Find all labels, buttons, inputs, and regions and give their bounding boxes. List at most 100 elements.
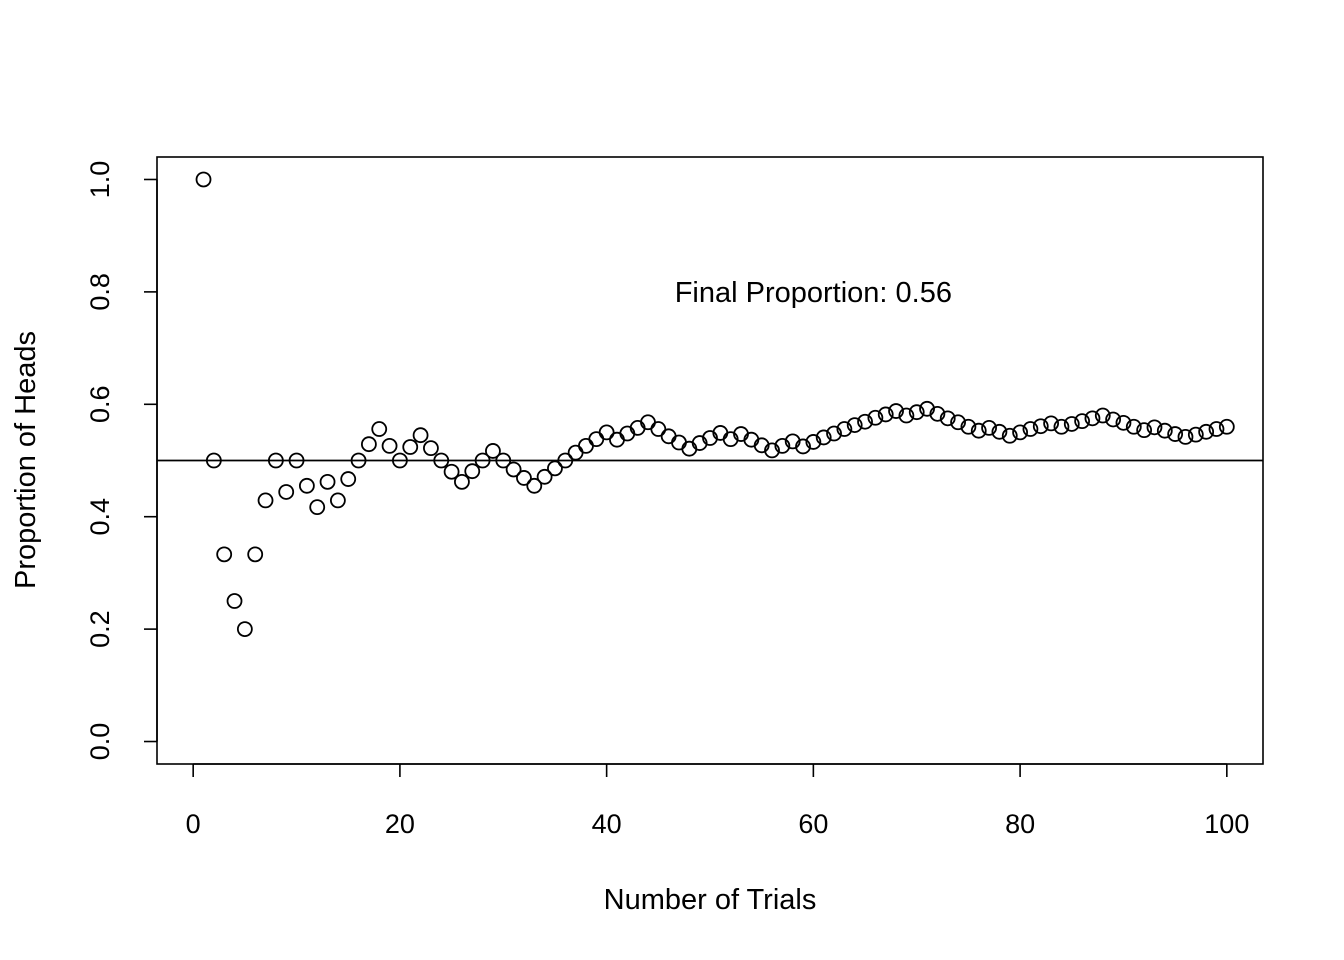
data-point bbox=[495, 452, 512, 469]
data-point bbox=[350, 452, 367, 469]
data-point bbox=[236, 621, 253, 638]
data-point bbox=[1208, 421, 1225, 437]
y-axis: 0.0 0.2 0.4 0.6 0.8 1.0 bbox=[85, 161, 158, 761]
data-point bbox=[267, 452, 284, 469]
data-point bbox=[443, 463, 460, 480]
data-point bbox=[216, 546, 233, 563]
data-point bbox=[929, 405, 946, 422]
x-tick-label: 60 bbox=[798, 809, 828, 839]
x-tick-label: 40 bbox=[592, 809, 622, 839]
data-point bbox=[247, 546, 264, 563]
data-point bbox=[660, 428, 677, 445]
data-point bbox=[526, 477, 543, 494]
data-point bbox=[505, 461, 522, 478]
data-point bbox=[298, 477, 315, 494]
data-point bbox=[908, 404, 925, 421]
data-point bbox=[1115, 414, 1132, 431]
data-point bbox=[1022, 421, 1039, 437]
data-point bbox=[1001, 427, 1018, 444]
data-point bbox=[1167, 426, 1184, 442]
data-point bbox=[1187, 426, 1204, 443]
data-point bbox=[567, 444, 584, 461]
data-point bbox=[950, 414, 966, 431]
data-point bbox=[485, 443, 501, 459]
x-tick-label: 0 bbox=[186, 809, 201, 839]
data-point bbox=[898, 407, 915, 424]
data-point bbox=[826, 425, 842, 442]
data-point bbox=[867, 409, 884, 426]
data-point bbox=[722, 431, 739, 448]
data-point bbox=[205, 452, 222, 469]
data-point bbox=[1136, 422, 1153, 439]
data-point bbox=[1177, 428, 1194, 445]
data-point bbox=[557, 452, 574, 469]
data-point bbox=[454, 473, 470, 490]
x-tick-label: 80 bbox=[1005, 809, 1035, 839]
data-point bbox=[836, 421, 853, 437]
data-point bbox=[402, 439, 419, 455]
data-point bbox=[412, 427, 429, 444]
y-tick-label: 0.2 bbox=[85, 610, 115, 648]
data-point bbox=[1218, 418, 1235, 435]
data-point bbox=[702, 430, 718, 446]
data-point bbox=[764, 442, 780, 459]
data-point bbox=[784, 433, 801, 450]
data-point bbox=[671, 434, 687, 451]
data-point bbox=[919, 400, 935, 417]
data-point bbox=[1156, 422, 1173, 439]
data-point bbox=[226, 593, 243, 609]
data-point bbox=[1043, 415, 1060, 432]
data-point bbox=[278, 484, 295, 500]
data-point bbox=[516, 470, 532, 486]
data-point bbox=[319, 473, 336, 490]
data-point bbox=[464, 463, 481, 480]
x-axis-label: Number of Trials bbox=[604, 884, 817, 916]
data-point bbox=[1094, 407, 1111, 424]
data-point bbox=[795, 438, 811, 455]
data-point bbox=[360, 436, 377, 453]
data-point bbox=[1053, 418, 1070, 435]
data-point bbox=[1032, 418, 1049, 435]
data-point bbox=[981, 420, 997, 436]
data-point bbox=[536, 468, 553, 485]
data-point bbox=[960, 418, 977, 435]
data-point bbox=[329, 492, 346, 509]
data-point bbox=[588, 431, 605, 448]
data-point bbox=[991, 423, 1008, 440]
data-point bbox=[1074, 413, 1091, 430]
data-point bbox=[288, 452, 305, 469]
y-tick-label: 0.4 bbox=[85, 498, 115, 536]
data-point bbox=[309, 499, 326, 516]
data-point bbox=[650, 421, 667, 437]
data-point bbox=[547, 460, 563, 477]
data-point bbox=[340, 471, 357, 487]
data-points bbox=[195, 171, 1235, 638]
data-point bbox=[381, 437, 398, 454]
data-point bbox=[195, 171, 212, 188]
data-point bbox=[371, 421, 388, 437]
x-tick-label: 100 bbox=[1204, 809, 1249, 839]
data-point bbox=[609, 431, 625, 448]
data-point bbox=[1146, 419, 1163, 436]
data-point bbox=[1012, 424, 1028, 441]
data-point bbox=[257, 492, 274, 509]
data-point bbox=[598, 424, 615, 441]
y-tick-label: 0.0 bbox=[85, 723, 115, 761]
data-point bbox=[877, 406, 894, 423]
data-point bbox=[774, 437, 791, 454]
y-tick-label: 1.0 bbox=[85, 161, 115, 199]
x-tick-label: 20 bbox=[385, 809, 415, 839]
y-tick-label: 0.8 bbox=[85, 273, 115, 311]
data-point bbox=[1125, 418, 1142, 435]
x-axis: 0 20 40 60 80 100 bbox=[186, 763, 1249, 839]
data-point bbox=[815, 429, 832, 446]
data-point bbox=[474, 452, 491, 469]
data-point bbox=[1105, 411, 1122, 428]
data-point bbox=[846, 417, 863, 433]
y-tick-label: 0.6 bbox=[85, 386, 115, 424]
data-point bbox=[433, 452, 450, 469]
data-point bbox=[939, 410, 956, 427]
data-point bbox=[753, 437, 770, 454]
data-point bbox=[691, 435, 708, 451]
data-point bbox=[1198, 423, 1215, 440]
